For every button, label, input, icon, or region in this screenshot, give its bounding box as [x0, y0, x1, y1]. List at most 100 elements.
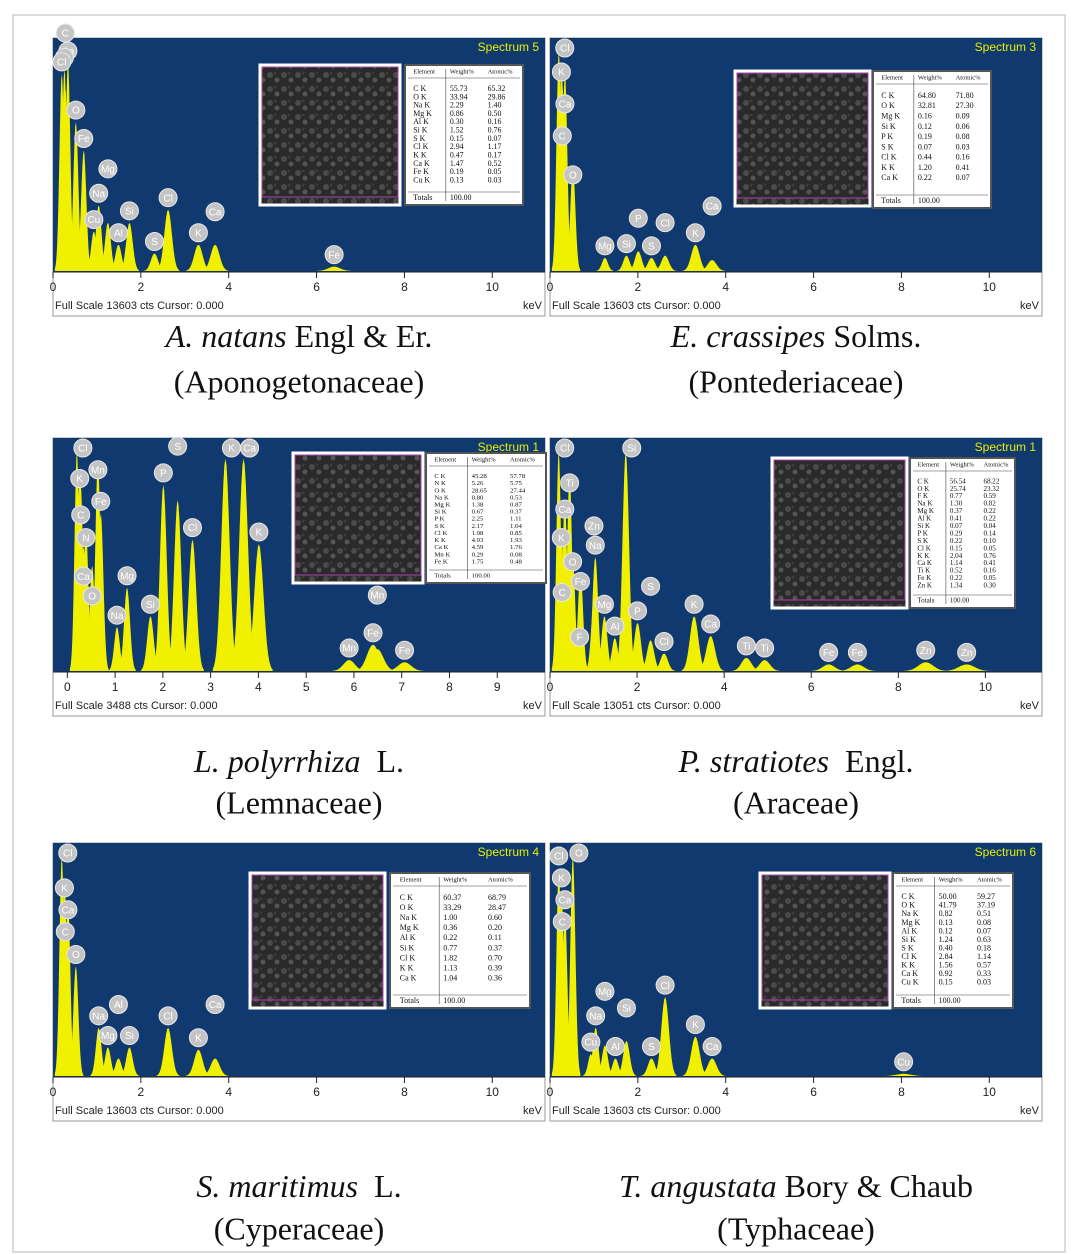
- peak-label: Cl: [57, 58, 66, 69]
- table-cell: 0.36: [443, 923, 457, 932]
- table-cell: 0.07: [918, 142, 932, 151]
- peak-label: Al: [610, 622, 619, 633]
- table-cell: 1.13: [443, 963, 457, 972]
- peak-label: K: [228, 444, 235, 455]
- table-cell: 0.11: [488, 933, 502, 942]
- x-axis-label: keV: [523, 1105, 543, 1117]
- table-cell: 0.07: [956, 173, 970, 182]
- peak-label: Si: [627, 444, 636, 455]
- caption-species: E. crassipes Solms.: [670, 318, 922, 354]
- peak-label: Na: [111, 611, 124, 622]
- sem-image: [260, 65, 400, 205]
- table-cell: C K: [434, 473, 445, 480]
- table-cell: 0.60: [488, 913, 502, 922]
- peak-label: O: [72, 106, 80, 117]
- table-cell: P K: [881, 132, 893, 141]
- peak-label: Cl: [78, 444, 87, 455]
- spectrum-panel: ClKCaCOMgSiPSClKCaSpectrum 3ElementWeigh…: [547, 38, 1042, 399]
- x-tick-label: 1: [112, 680, 119, 694]
- peak-label: Ca: [559, 100, 572, 111]
- x-tick-label: 10: [983, 1085, 997, 1099]
- spectrum-panel: ClKCaCONaMgSiAlClKCaSpectrum 4ElementWei…: [50, 843, 545, 1246]
- x-tick-label: 0: [547, 1085, 554, 1099]
- table-cell: 0.03: [977, 978, 991, 987]
- table-totals: 100.00: [918, 196, 940, 205]
- peak-label: C: [559, 917, 566, 928]
- peak-label: Cu: [897, 1057, 910, 1068]
- x-tick-label: 6: [810, 1085, 817, 1099]
- peak-label: Cl: [660, 218, 669, 229]
- table-cell: 0.77: [443, 943, 457, 952]
- table-cell: S K: [881, 142, 893, 151]
- peak-label: O: [72, 950, 80, 961]
- table-cell: 0.37: [488, 943, 502, 952]
- table-cell: 71.80: [956, 91, 974, 100]
- table-header: Element: [400, 876, 422, 883]
- peak-label: N: [82, 533, 89, 544]
- species-authority: L.: [361, 743, 405, 779]
- peak-label: Si: [622, 239, 631, 250]
- table-cell: 0.85: [510, 530, 522, 537]
- table-cell: 0.15: [939, 978, 953, 987]
- caption-family: (Typhaceae): [717, 1210, 875, 1246]
- table-cell: Cl K: [400, 953, 416, 962]
- x-tick-label: 6: [351, 680, 358, 694]
- peak-label: Ca: [62, 905, 75, 916]
- caption-species: P. stratiotes Engl.: [678, 743, 914, 779]
- table-cell: Cu K: [413, 175, 430, 184]
- table-cell: 0.44: [918, 153, 932, 162]
- peak-label: Cl: [660, 981, 669, 992]
- peak-label: Fe: [852, 648, 864, 659]
- table-cell: Mg K: [434, 502, 450, 509]
- x-tick-label: 2: [138, 280, 145, 294]
- table-cell: 0.37: [510, 509, 522, 516]
- table-cell: 1.04: [510, 523, 522, 530]
- peak-label: S: [648, 242, 655, 253]
- table-cell: 0.30: [984, 582, 997, 590]
- species-authority: Engl & Er.: [287, 318, 433, 354]
- peak-label: K: [692, 228, 699, 239]
- table-cell: 60.37: [443, 893, 461, 902]
- table-cell: 2.17: [472, 523, 484, 530]
- x-tick-label: 0: [547, 680, 554, 694]
- table-cell: 27.30: [956, 101, 974, 110]
- x-tick-label: 10: [979, 680, 993, 694]
- table-cell: 1.76: [510, 544, 522, 551]
- x-tick-label: 3: [207, 680, 214, 694]
- x-tick-label: 4: [722, 1085, 729, 1099]
- table-header: Atomic%: [488, 68, 513, 75]
- spectrum-title: Spectrum 3: [975, 40, 1037, 54]
- peak-label: O: [569, 557, 577, 568]
- table-cell: 0.16: [918, 111, 932, 120]
- peak-label: K: [61, 884, 68, 895]
- peak-label: Si: [125, 1031, 134, 1042]
- caption-family: (Aponogetonaceae): [174, 363, 425, 399]
- table-cell: 0.48: [510, 558, 522, 565]
- table-cell: 0.08: [956, 132, 970, 141]
- table-cell: 0.13: [450, 175, 464, 184]
- x-tick-label: 2: [138, 1085, 145, 1099]
- peak-label: Mn: [91, 465, 105, 476]
- sem-image: [760, 873, 890, 1008]
- caption-species: A. natans Engl & Er.: [164, 318, 433, 354]
- peak-label: O: [569, 171, 577, 182]
- table-cell: 0.53: [510, 494, 522, 501]
- x-tick-label: 2: [160, 680, 167, 694]
- species-authority: Bory & Chaub: [777, 1168, 973, 1204]
- table-cell: 1.98: [472, 530, 484, 537]
- table-totals: Totals: [400, 996, 419, 1005]
- spectrum-panel: ClTiCaKONaFeCZnMgFAlSiPSClKCaTiTiFeFeZnZ…: [547, 438, 1042, 820]
- peak-label: Cl: [163, 1011, 172, 1022]
- peak-label: C: [77, 510, 84, 521]
- x-tick-label: 0: [50, 1085, 57, 1099]
- peak-label: Zn: [961, 648, 973, 659]
- footer: Full Scale 13051 cts Cursor: 0.000: [552, 700, 721, 712]
- table-cell: 0.09: [956, 111, 970, 120]
- spectrum-title: Spectrum 6: [975, 845, 1037, 859]
- peak-label: K: [195, 228, 202, 239]
- peak-label: Ca: [243, 444, 256, 455]
- peak-label: Cu: [584, 1038, 597, 1049]
- table-totals: 100.00: [939, 996, 961, 1005]
- x-tick-label: 8: [446, 680, 453, 694]
- table-header: Weight%: [918, 74, 943, 81]
